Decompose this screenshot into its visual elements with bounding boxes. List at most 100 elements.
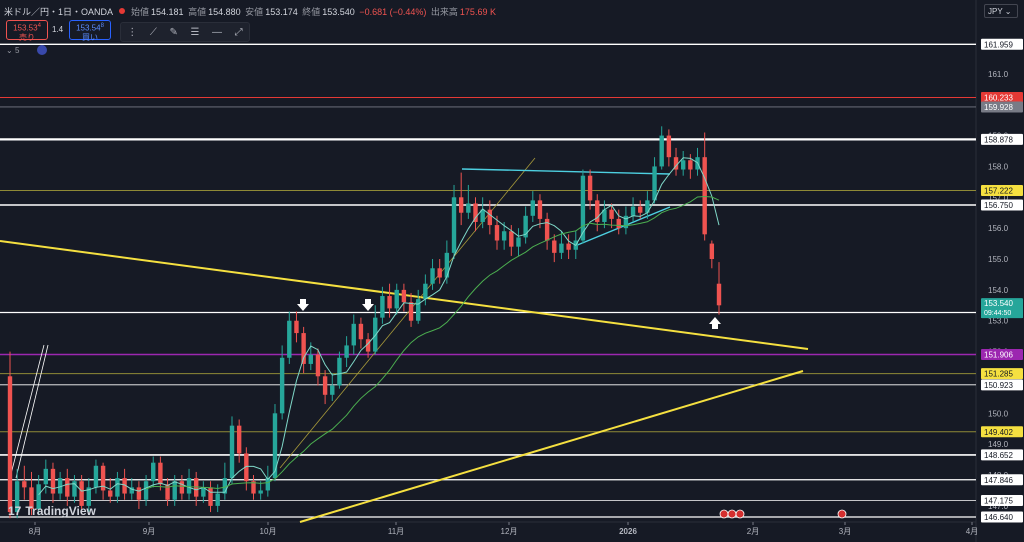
y-tick-label: 156.0 — [988, 224, 1009, 233]
steep-line-a[interactable] — [9, 344, 45, 479]
channel-lower-line[interactable] — [574, 206, 671, 247]
moving-average-short — [38, 157, 720, 496]
x-tick-label: 2026 — [619, 527, 637, 536]
candle-body — [244, 453, 249, 482]
indicator-toggle[interactable]: ⌄ 5 — [6, 46, 20, 55]
y-tick-label: 155.0 — [988, 255, 1009, 264]
candle-body — [208, 487, 213, 506]
thin-trendline[interactable] — [279, 157, 536, 469]
close-value: 153.540 — [322, 6, 355, 17]
candle-body — [509, 231, 514, 247]
brush-tool-icon[interactable]: ✎ — [169, 26, 178, 38]
currency-label: JPY — [988, 7, 1003, 16]
x-tick-label: 4月 — [966, 527, 978, 536]
buy-price: 153.54 — [76, 23, 101, 33]
steep-line-b[interactable] — [15, 344, 49, 479]
candle-body — [673, 157, 679, 170]
candle-body — [287, 320, 292, 358]
close-label: 終値 — [302, 6, 321, 17]
currency-selector[interactable]: JPY ⌄ — [984, 4, 1018, 18]
trendline-tool-icon[interactable]: ⟋ — [149, 26, 157, 38]
indicator-settings-icon[interactable] — [37, 45, 47, 55]
candle-body — [93, 465, 99, 488]
down-arrow-icon[interactable] — [297, 299, 309, 311]
y-tick-label: 154.0 — [988, 286, 1009, 295]
candle-body — [36, 484, 41, 509]
level-price-tag — [981, 494, 1023, 506]
economic-event-icon[interactable] — [735, 509, 745, 519]
candle-body — [108, 490, 113, 497]
buy-label: 買い — [82, 32, 98, 42]
level-price-tag — [981, 184, 1023, 196]
candle-body — [408, 302, 414, 321]
economic-event-icon[interactable] — [837, 509, 847, 519]
candle-body — [301, 333, 306, 364]
candle-body — [587, 175, 593, 201]
candle-body — [322, 376, 328, 395]
candle-body — [158, 462, 163, 485]
symbol-title[interactable]: 米ドル／円・1日・OANDA — [4, 6, 114, 17]
candle-body — [552, 240, 557, 253]
candle-body — [351, 323, 356, 346]
y-tick-label: 161.0 — [988, 70, 1009, 79]
ohlc-readout: 始値 154.181 高値 154.880 安値 153.174 終値 153.540 … — [131, 5, 498, 18]
candle-body — [22, 481, 27, 488]
candle-body — [7, 376, 13, 513]
level-price-tag — [981, 511, 1023, 523]
x-tick-label: 8月 — [29, 527, 41, 536]
candle-body — [79, 481, 84, 506]
candle-body — [501, 231, 507, 241]
candle-body — [659, 135, 664, 167]
drag-handle-icon[interactable]: ⋮ — [127, 26, 138, 38]
current-price-tag — [981, 298, 1023, 319]
level-price-tag — [981, 474, 1023, 486]
countdown-label: 09:44:50 — [984, 310, 1011, 317]
tradingview-logo: 17 TradingView — [8, 504, 96, 518]
candle-body — [179, 481, 185, 494]
economic-event-icon[interactable] — [727, 509, 737, 519]
candle-body — [229, 425, 235, 479]
x-tick-label: 10月 — [260, 527, 277, 536]
candle-body — [50, 468, 56, 494]
horizontal-line-tool-icon[interactable]: — — [212, 26, 223, 38]
ascending-trendline[interactable] — [299, 370, 804, 523]
candle-body — [115, 478, 120, 497]
candle-body — [680, 160, 686, 170]
candle-body — [458, 197, 464, 213]
sell-button[interactable]: 153.534 売り — [6, 20, 48, 42]
candle-body — [14, 481, 20, 513]
economic-event-icon[interactable] — [719, 509, 729, 519]
high-label: 高値 — [188, 6, 207, 17]
channel-upper-line[interactable] — [461, 168, 671, 175]
candle-body — [630, 206, 636, 216]
candle-body — [716, 283, 722, 306]
candle-body — [265, 478, 271, 491]
level-price-tag — [981, 133, 1023, 145]
candle-body — [172, 481, 177, 500]
open-value: 154.181 — [151, 6, 184, 17]
buy-button[interactable]: 153.548 買い — [69, 20, 111, 42]
candle-body — [308, 354, 313, 364]
level-price-tag — [981, 101, 1023, 113]
candle-body — [666, 135, 672, 158]
candle-body — [616, 218, 621, 229]
candle-body — [430, 268, 435, 284]
level-price-label: 149.402 — [984, 428, 1013, 437]
level-price-tag — [981, 368, 1023, 380]
tradingview-logo-icon: 17 — [8, 504, 22, 518]
candle-body — [201, 487, 206, 497]
candle-body — [100, 465, 106, 491]
ray-tool-icon[interactable]: ⤢ — [234, 26, 243, 38]
candle-body — [294, 320, 299, 334]
candle-body — [344, 345, 349, 358]
down-arrow-icon[interactable] — [362, 299, 374, 311]
candle-body — [72, 481, 77, 497]
up-arrow-icon[interactable] — [709, 317, 721, 329]
fib-tool-icon[interactable]: ☰ — [190, 26, 200, 38]
level-price-tag — [981, 92, 1023, 104]
candle-body — [473, 203, 478, 222]
candle-body — [516, 237, 521, 247]
candle-body — [387, 296, 392, 309]
